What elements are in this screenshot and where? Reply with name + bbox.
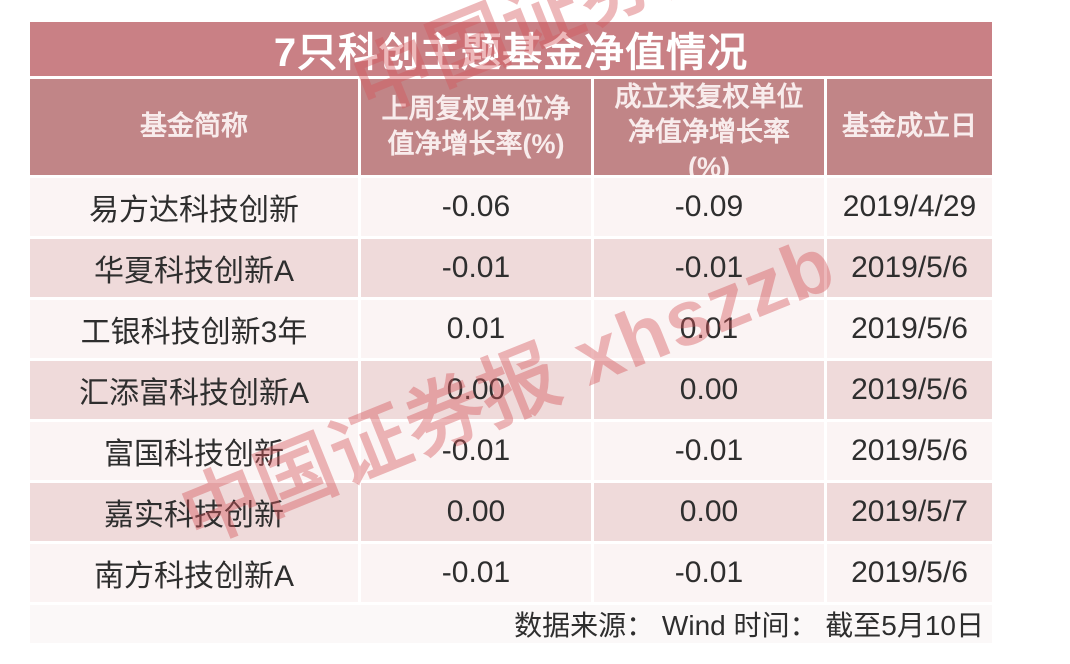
inception-date: 2019/5/6 (827, 544, 992, 602)
week-return: -0.01 (361, 422, 591, 480)
fund-name: 汇添富科技创新A (30, 361, 358, 419)
fund-name: 嘉实科技创新 (30, 483, 358, 541)
since-inception-return: -0.01 (594, 422, 824, 480)
column-header-fund-name: 基金简称 (30, 79, 358, 175)
since-inception-return: 0.00 (594, 483, 824, 541)
week-return: 0.01 (361, 300, 591, 358)
fund-name: 工银科技创新3年 (30, 300, 358, 358)
week-return: -0.01 (361, 544, 591, 602)
since-inception-return: 0.00 (594, 361, 824, 419)
column-header-since-inception-return: 成立来复权单位 净值净增长率 (%) (594, 79, 824, 175)
fund-name: 华夏科技创新A (30, 239, 358, 297)
week-return: 0.00 (361, 483, 591, 541)
week-return: -0.01 (361, 239, 591, 297)
since-inception-return: 0.01 (594, 300, 824, 358)
fund-name: 富国科技创新 (30, 422, 358, 480)
since-inception-return: -0.09 (594, 178, 824, 236)
inception-date: 2019/4/29 (827, 178, 992, 236)
fund-name: 易方达科技创新 (30, 178, 358, 236)
column-header-inception-date: 基金成立日 (827, 79, 992, 175)
column-header-week-return: 上周复权单位净 值净增长率(%) (361, 79, 591, 175)
inception-date: 2019/5/6 (827, 422, 992, 480)
inception-date: 2019/5/6 (827, 300, 992, 358)
since-inception-return: -0.01 (594, 239, 824, 297)
fund-nav-table: 7只科创主题基金净值情况 基金简称 上周复权单位净 值净增长率(%) 成立来复权… (30, 22, 992, 646)
inception-date: 2019/5/6 (827, 239, 992, 297)
inception-date: 2019/5/6 (827, 361, 992, 419)
inception-date: 2019/5/7 (827, 483, 992, 541)
week-return: 0.00 (361, 361, 591, 419)
since-inception-return: -0.01 (594, 544, 824, 602)
fund-name: 南方科技创新A (30, 544, 358, 602)
data-source-note: 数据来源： Wind 时间： 截至5月10日 (30, 605, 992, 643)
table-title: 7只科创主题基金净值情况 (30, 22, 992, 76)
week-return: -0.06 (361, 178, 591, 236)
